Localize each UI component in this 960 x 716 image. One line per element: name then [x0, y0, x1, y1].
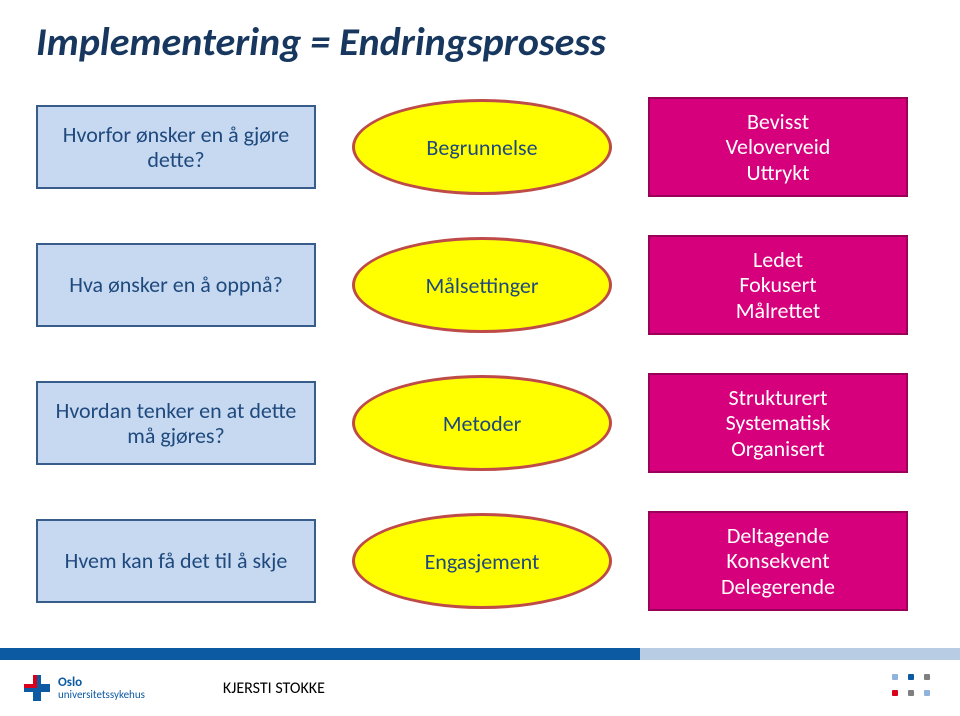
footer-bar-blue [0, 648, 640, 660]
attribute-text: Ledet [753, 247, 803, 272]
slide-title: Implementering = Endringsprosess [36, 20, 924, 64]
ellipse-text: Metoder [443, 410, 522, 437]
question-box-why: Hvorfor ønsker en å gjøre dette? [36, 105, 316, 189]
attribute-text: Uttrykt [746, 160, 809, 185]
diagram-grid: Hvorfor ønsker en å gjøre dette? Begrunn… [36, 92, 924, 616]
attribute-text: Veloverveid [726, 134, 831, 159]
attribute-text: Deltagende [727, 523, 829, 548]
concept-ellipse-goals: Målsettinger [352, 237, 612, 333]
slide-footer: Oslo universitetssykehus KJERSTI STOKKE [0, 638, 960, 716]
ellipse-text: Begrunnelse [426, 134, 537, 161]
attribute-text: Bevisst [747, 109, 809, 134]
question-text: Hva ønsker en å oppnå? [69, 272, 283, 297]
question-box-how: Hvordan tenker en at dette må gjøres? [36, 381, 316, 465]
presenter-name: KJERSTI STOKKE [223, 679, 325, 698]
logo-text: Oslo universitetssykehus [58, 676, 145, 700]
question-text: Hvem kan få det til å skje [65, 548, 288, 573]
attributes-box-3: Strukturert Systematisk Organisert [648, 373, 908, 473]
attribute-text: Målrettet [736, 298, 821, 323]
question-text: Hvorfor ønsker en å gjøre dette? [48, 122, 304, 173]
slide: Implementering = Endringsprosess Hvorfor… [0, 0, 960, 716]
footer-accent-bar [0, 648, 960, 660]
attribute-text: Fokusert [739, 272, 816, 297]
org-name-line2: universitetssykehus [58, 689, 145, 700]
concept-ellipse-engagement: Engasjement [352, 513, 612, 609]
footer-content: Oslo universitetssykehus KJERSTI STOKKE [0, 660, 960, 716]
attribute-text: Strukturert [729, 385, 828, 410]
logo-icon [22, 673, 52, 703]
ellipse-text: Engasjement [425, 548, 540, 575]
attributes-box-2: Ledet Fokusert Målrettet [648, 235, 908, 335]
ellipse-text: Målsettinger [425, 272, 538, 299]
footer-dots-icon [892, 674, 932, 698]
question-box-who: Hvem kan få det til å skje [36, 519, 316, 603]
attributes-box-4: Deltagende Konsekvent Delegerende [648, 511, 908, 611]
concept-ellipse-rationale: Begrunnelse [352, 99, 612, 195]
concept-ellipse-methods: Metoder [352, 375, 612, 471]
attribute-text: Delegerende [721, 574, 835, 599]
question-box-what: Hva ønsker en å oppnå? [36, 243, 316, 327]
org-logo: Oslo universitetssykehus [22, 673, 145, 703]
question-text: Hvordan tenker en at dette må gjøres? [48, 398, 304, 449]
attribute-text: Konsekvent [726, 548, 829, 573]
attributes-box-1: Bevisst Veloverveid Uttrykt [648, 97, 908, 197]
attribute-text: Systematisk [726, 410, 831, 435]
attribute-text: Organisert [731, 436, 825, 461]
